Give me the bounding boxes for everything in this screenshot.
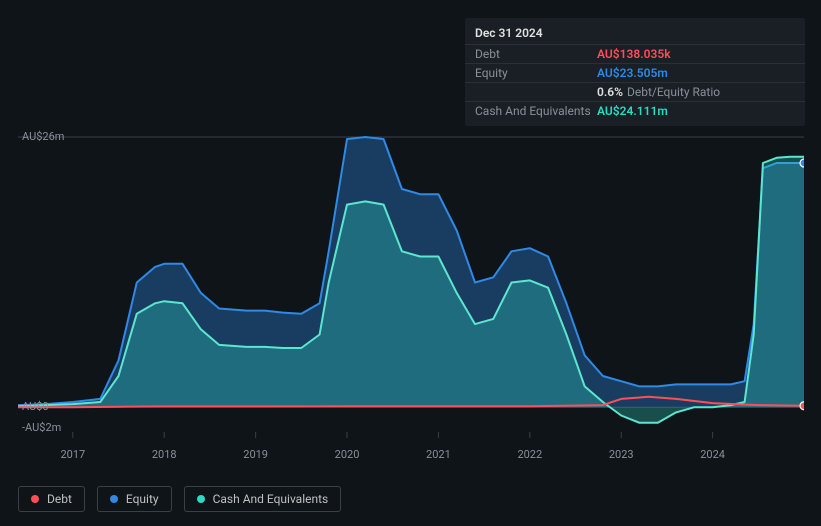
- x-axis-label: 2018: [152, 448, 177, 461]
- legend-dot-icon: [31, 495, 39, 503]
- chart-legend: Debt Equity Cash And Equivalents: [18, 486, 341, 512]
- y-axis-label: AU$26m: [22, 130, 64, 143]
- chart-area[interactable]: [18, 125, 804, 465]
- y-axis-label: AU$0: [22, 400, 49, 413]
- legend-dot-icon: [110, 495, 118, 503]
- tooltip-row-label: Equity: [475, 66, 597, 80]
- x-axis-label: 2021: [426, 448, 451, 461]
- legend-item-equity[interactable]: Equity: [97, 486, 172, 512]
- y-axis-label: -AU$2m: [22, 421, 61, 434]
- x-axis-label: 2020: [335, 448, 360, 461]
- tooltip-row: EquityAU$23.505m: [465, 64, 805, 83]
- x-axis-labels: 2017 2018 2019 2020 2021 2022 2023 2024: [18, 448, 804, 468]
- x-axis-label: 2017: [60, 448, 85, 461]
- tooltip-row-value: AU$23.505m: [597, 66, 668, 80]
- x-axis-label: 2019: [243, 448, 268, 461]
- legend-item-label: Cash And Equivalents: [213, 492, 329, 506]
- tooltip-row: DebtAU$138.035k: [465, 45, 805, 64]
- tooltip-date: Dec 31 2024: [475, 26, 543, 40]
- tooltip-row-label: Cash And Equivalents: [475, 104, 597, 118]
- legend-item-label: Debt: [47, 492, 72, 506]
- tooltip-row-value: AU$24.111m: [597, 104, 668, 118]
- tooltip-row-value: 0.6%: [597, 85, 623, 99]
- tooltip-row-label: Debt: [475, 47, 597, 61]
- x-axis-label: 2022: [517, 448, 542, 461]
- tooltip-row: 0.6% Debt/Equity Ratio: [465, 83, 805, 102]
- legend-item-label: Equity: [126, 492, 159, 506]
- x-axis-label: 2024: [700, 448, 725, 461]
- x-axis-label: 2023: [609, 448, 634, 461]
- tooltip-row-suffix: Debt/Equity Ratio: [627, 85, 720, 99]
- tooltip-row-label: [475, 85, 597, 99]
- legend-dot-icon: [197, 495, 205, 503]
- legend-item-cash-and-equivalents[interactable]: Cash And Equivalents: [184, 486, 342, 512]
- tooltip-row: Cash And EquivalentsAU$24.111m: [465, 102, 805, 120]
- tooltip-row-value: AU$138.035k: [597, 47, 671, 61]
- chart-tooltip: Dec 31 2024 DebtAU$138.035kEquityAU$23.5…: [465, 18, 805, 126]
- chart-svg: [18, 125, 804, 440]
- legend-item-debt[interactable]: Debt: [18, 486, 85, 512]
